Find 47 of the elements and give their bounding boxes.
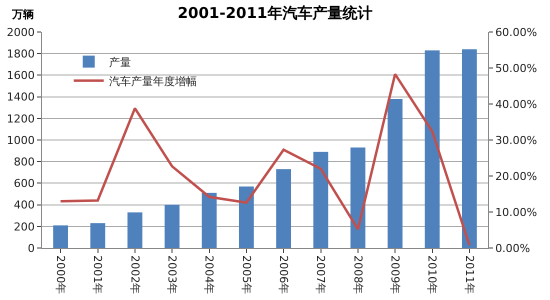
line-series <box>59 72 471 246</box>
y-axis-title: 万辆 <box>11 8 34 21</box>
bar <box>90 223 106 248</box>
y-tick-label: 1000 <box>6 134 35 147</box>
legend-label: 产量 <box>108 56 131 69</box>
x-tick-label: 2005年 <box>240 255 253 294</box>
bar <box>350 148 366 248</box>
x-tick-label: 2003年 <box>166 255 179 294</box>
y2-tick-label: 20.00% <box>495 170 538 183</box>
x-tick-label: 2006年 <box>277 255 290 294</box>
bar <box>238 186 254 248</box>
y2-tick-label: 60.00% <box>495 26 538 39</box>
bar <box>424 50 440 248</box>
y-tick-label: 400 <box>14 198 35 212</box>
y-tick-label: 1400 <box>6 90 35 104</box>
bar <box>127 212 142 248</box>
bar <box>276 169 292 248</box>
x-tick-label: 2009年 <box>388 255 402 294</box>
bar <box>202 192 217 248</box>
bar <box>53 225 68 248</box>
y-tick-label: 600 <box>14 177 35 190</box>
x-tick-label: 2001年 <box>91 255 104 294</box>
y-tick-label: 2000 <box>6 26 35 39</box>
legend-label: 汽车产量年度增幅 <box>108 74 197 88</box>
bar <box>164 204 180 248</box>
y-tick-label: 1200 <box>6 112 35 126</box>
y-tick-label: 0 <box>28 242 35 255</box>
y-tick-label: 1800 <box>6 47 35 60</box>
y2-tick-label: 0.00% <box>495 242 530 255</box>
chart-title: 2001-2011年汽车产量统计 <box>178 4 372 22</box>
bar <box>462 49 477 248</box>
y-tick-label: 800 <box>14 155 35 168</box>
x-tick-label: 2007年 <box>314 255 328 294</box>
x-tick-label: 2000年 <box>54 255 68 294</box>
y2-tick-label: 40.00% <box>495 98 538 111</box>
y-tick-label: 200 <box>14 220 35 234</box>
y2-tick-label: 10.00% <box>495 206 538 219</box>
y2-tick-label: 50.00% <box>495 62 538 75</box>
bar <box>388 98 403 248</box>
x-tick-label: 2011年 <box>462 255 476 294</box>
x-tick-label: 2002年 <box>128 255 142 294</box>
x-tick-label: 2010年 <box>426 255 439 294</box>
x-tick-label: 2008年 <box>351 255 364 294</box>
x-tick-label: 2004年 <box>202 255 216 294</box>
y2-tick-label: 30.00% <box>495 134 538 147</box>
bar <box>313 152 328 248</box>
y-tick-label: 1600 <box>6 69 35 82</box>
